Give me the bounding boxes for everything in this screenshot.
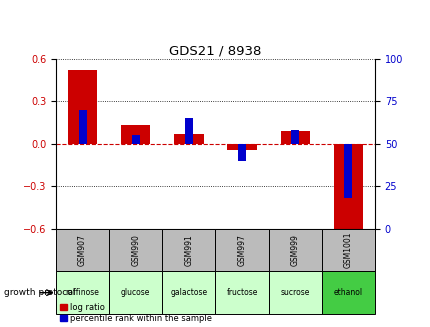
Text: GSM1001: GSM1001	[343, 232, 352, 268]
Text: ethanol: ethanol	[333, 288, 362, 297]
Bar	[121, 126, 150, 144]
Text: GSM991: GSM991	[184, 234, 193, 266]
Bar	[56, 271, 109, 314]
Bar	[56, 229, 109, 271]
Bar	[227, 144, 256, 149]
Bar	[174, 134, 203, 144]
Bar	[321, 229, 374, 271]
Bar	[215, 229, 268, 271]
Bar	[68, 70, 97, 144]
Bar	[321, 271, 374, 314]
Title: GDS21 / 8938: GDS21 / 8938	[169, 45, 261, 58]
Bar	[132, 135, 139, 144]
Legend: log ratio, percentile rank within the sample: log ratio, percentile rank within the sa…	[60, 303, 212, 323]
Bar	[268, 229, 321, 271]
Bar	[109, 271, 162, 314]
Text: raffinose: raffinose	[65, 288, 99, 297]
Text: growth protocol: growth protocol	[4, 288, 76, 297]
Bar	[215, 271, 268, 314]
Text: glucose: glucose	[121, 288, 150, 297]
Bar	[78, 110, 86, 144]
Bar	[162, 271, 215, 314]
Text: fructose: fructose	[226, 288, 257, 297]
Bar	[280, 131, 309, 144]
Text: sucrose: sucrose	[280, 288, 309, 297]
Bar	[291, 130, 298, 144]
Bar	[268, 271, 321, 314]
Text: GSM990: GSM990	[131, 234, 140, 266]
Text: GSM907: GSM907	[78, 234, 87, 266]
Text: GSM997: GSM997	[237, 234, 246, 266]
Text: GSM999: GSM999	[290, 234, 299, 266]
Text: galactose: galactose	[170, 288, 207, 297]
Bar	[184, 118, 193, 144]
Bar	[162, 229, 215, 271]
Bar	[344, 144, 352, 198]
Bar	[333, 144, 362, 229]
Bar	[109, 229, 162, 271]
Bar	[237, 144, 246, 161]
